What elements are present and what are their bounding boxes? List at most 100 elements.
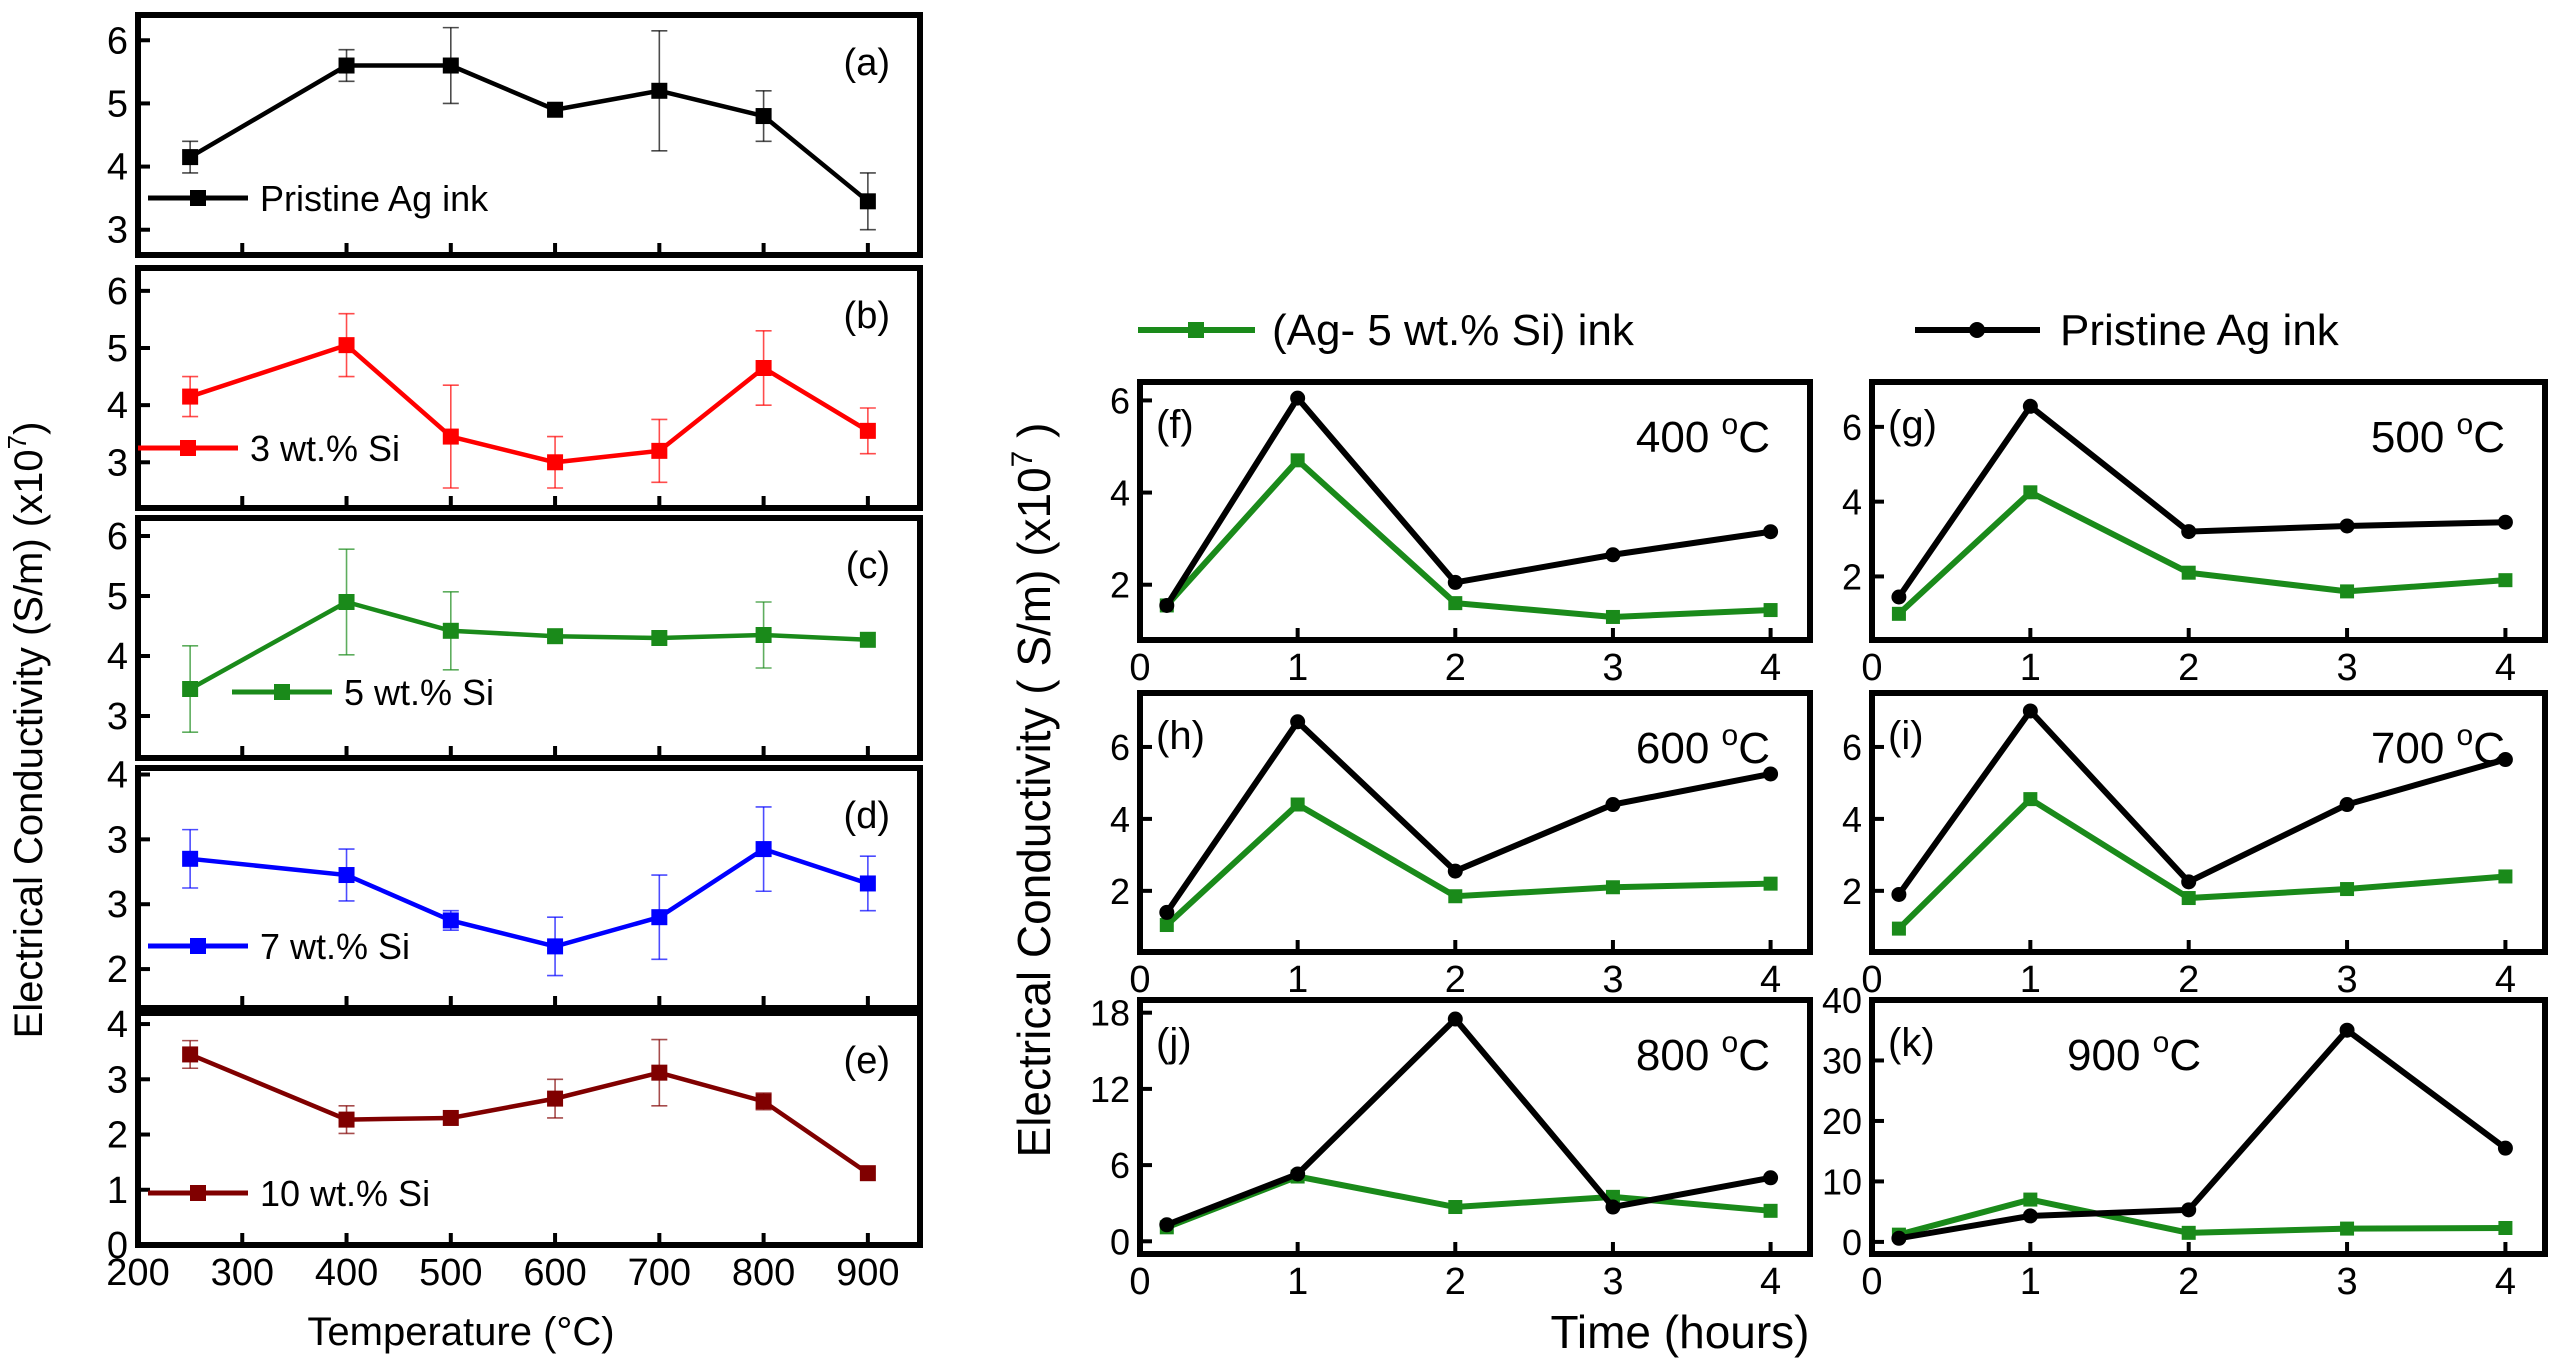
panel-i: 2 4 6 0 1 2 3 4 (i) 700 oC: [1842, 690, 2548, 1001]
panel-h: 2 4 6 0 1 2 3 4 (h) 600 oC: [1110, 690, 1813, 1001]
ytick-label-d: 3: [107, 819, 128, 861]
legend-label-ag-si: (Ag- 5 wt.% Si) ink: [1272, 306, 1635, 355]
data-point-i: [2023, 792, 2038, 807]
data-point-a: [859, 193, 876, 210]
panel-frame-k: [1869, 997, 2548, 1257]
panel-tag-a: (a): [844, 42, 890, 84]
legend-marker-a: [190, 190, 206, 206]
data-point-a: [547, 101, 564, 118]
ytick-label-e: 0: [107, 1225, 128, 1267]
ytick-label-f: 6: [1110, 380, 1130, 421]
data-point-b: [442, 428, 459, 445]
series-line-g-0: [1896, 488, 2506, 617]
data-point-f: [1605, 547, 1621, 563]
data-point-j: [1605, 1199, 1621, 1215]
data-point-i: [2498, 869, 2513, 884]
panel-b: 3 4 5 6 (b) 3 wt.% Si: [107, 265, 923, 511]
data-point-d: [755, 841, 772, 858]
ytick-label-a: 4: [107, 147, 128, 189]
data-point-h: [1290, 714, 1306, 730]
ytick-label-d: 4: [107, 754, 128, 796]
ytick-label-g: 2: [1842, 556, 1862, 597]
temperature-label-i: 700 oC: [2371, 719, 2505, 773]
ytick-label-j: 18: [1090, 993, 1130, 1034]
data-point-i: [2497, 752, 2513, 768]
data-point-e: [755, 1093, 772, 1110]
data-point-a: [651, 82, 668, 99]
xtick-label-h: 2: [1445, 959, 1466, 1001]
ytick-label-j: 6: [1110, 1145, 1130, 1186]
panel-f: 2 4 6 0 1 2 3 4 (f) 400 oC: [1110, 379, 1813, 689]
xtick-label-h: 4: [1760, 959, 1781, 1001]
panel-tag-g: (g): [1888, 403, 1937, 447]
panel-frame-h: [1137, 690, 1813, 955]
data-point-j: [1290, 1166, 1306, 1182]
panel-frame-c: [135, 515, 923, 761]
data-point-g: [2181, 565, 2196, 580]
data-point-d: [651, 909, 668, 926]
ytick-label-k: 30: [1822, 1040, 1862, 1081]
xtick-label-f: 2: [1445, 647, 1466, 689]
xtick-label-j: 0: [1129, 1261, 1150, 1303]
panel-frame-f: [1137, 379, 1813, 643]
panel-tag-b: (b): [844, 295, 890, 337]
ytick-label-j: 12: [1090, 1069, 1130, 1110]
panel-frame-i: [1869, 690, 2548, 955]
data-point-k: [2339, 1022, 2355, 1038]
data-point-e: [442, 1109, 459, 1126]
data-point-a: [338, 57, 355, 74]
ytick-label-g: 6: [1842, 407, 1862, 448]
data-point-h: [1448, 889, 1463, 904]
data-point-k: [2340, 1221, 2355, 1236]
panel-frame-d: [135, 765, 923, 1011]
data-point-g: [2497, 514, 2513, 530]
xtick-label-j: 4: [1760, 1261, 1781, 1303]
panel-d: 2 3 3 4 (d) 7 wt.% Si: [107, 754, 923, 1011]
panel-frame-a: [135, 12, 923, 258]
data-point-f: [1605, 609, 1620, 624]
temperature-label-g: 500 oC: [2371, 408, 2505, 462]
left-ylabel: Electrical Conductivity (S/m) (x107): [2, 422, 51, 1039]
data-point-h: [1290, 797, 1305, 812]
panel-tag-i: (i): [1888, 714, 1924, 758]
data-point-c: [651, 630, 668, 646]
data-point-h: [1763, 876, 1778, 891]
xtick-label-e: 800: [732, 1252, 795, 1294]
data-point-h: [1605, 880, 1620, 895]
data-point-k: [1891, 1230, 1907, 1246]
ytick-label-b: 3: [107, 442, 128, 484]
data-point-f: [1763, 524, 1779, 540]
data-point-c: [547, 628, 564, 645]
data-point-k: [2023, 1192, 2038, 1207]
legend-label-a: Pristine Ag ink: [260, 178, 489, 219]
xtick-label-i: 0: [1861, 959, 1882, 1001]
legend-marker-c: [274, 684, 290, 700]
ytick-label-h: 4: [1110, 799, 1130, 840]
ytick-label-a: 6: [107, 20, 128, 62]
xtick-label-f: 3: [1602, 647, 1623, 689]
xtick-label-f: 0: [1129, 647, 1150, 689]
right-ylabel-exp: 7: [1006, 451, 1039, 468]
data-point-j: [1448, 1200, 1463, 1215]
xtick-label-i: 4: [2495, 959, 2516, 1001]
data-point-i: [2181, 874, 2197, 890]
series-line-j-0: [1165, 1173, 1771, 1231]
temperature-label-k: 900 oC: [2067, 1026, 2201, 1080]
left-ylabel-exp: 7: [2, 435, 32, 449]
data-point-b: [859, 422, 876, 439]
data-point-g: [2022, 398, 2038, 414]
xtick-label-j: 2: [1445, 1261, 1466, 1303]
ytick-label-f: 4: [1110, 473, 1130, 514]
data-point-b: [651, 442, 668, 459]
legend-label-e: 10 wt.% Si: [260, 1173, 430, 1214]
data-point-g: [1891, 606, 1906, 621]
data-point-g: [2023, 485, 2038, 500]
panel-a: 3 4 5 6 (a) Pristine Ag ink: [107, 12, 923, 258]
data-point-e: [182, 1046, 199, 1063]
xtick-label-k: 2: [2178, 1261, 2199, 1303]
xtick-label-f: 1: [1287, 647, 1308, 689]
data-point-f: [1448, 596, 1463, 611]
ytick-label-d: 3: [107, 884, 128, 926]
data-point-c: [442, 622, 459, 639]
